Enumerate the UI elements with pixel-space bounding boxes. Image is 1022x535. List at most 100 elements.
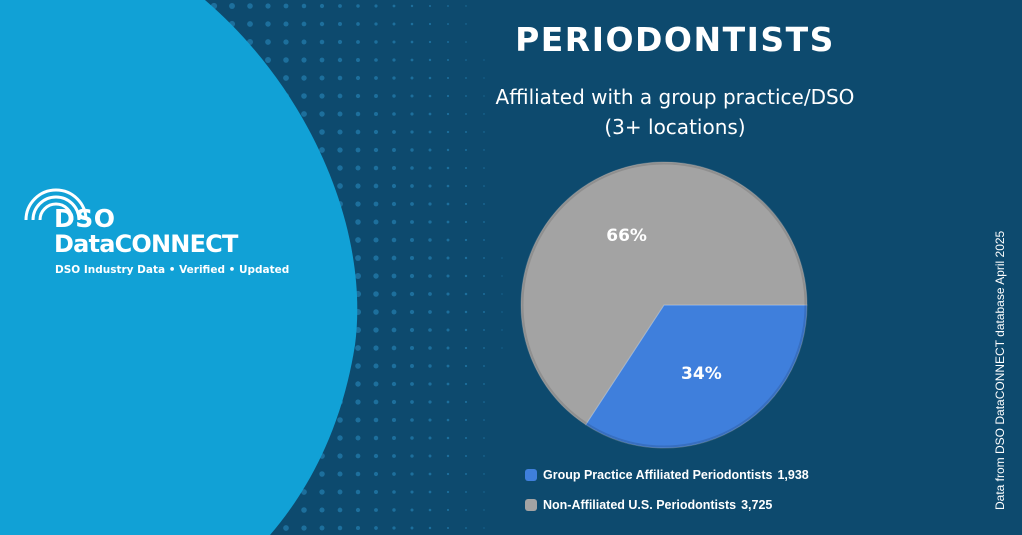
- halftone-dot: [355, 237, 361, 243]
- halftone-dot: [410, 238, 414, 242]
- halftone-dot: [392, 490, 396, 494]
- halftone-dot: [428, 202, 432, 206]
- halftone-dot: [464, 292, 468, 296]
- halftone-dot: [283, 525, 289, 531]
- source-note: Data from DSO DataCONNECT database April…: [993, 230, 1007, 510]
- halftone-dot: [483, 473, 485, 475]
- halftone-dot: [483, 347, 485, 349]
- halftone-dot: [428, 58, 432, 62]
- halftone-dot: [283, 75, 289, 81]
- halftone-dot: [410, 130, 414, 134]
- halftone-dot: [483, 275, 485, 277]
- halftone-dot: [446, 508, 450, 512]
- halftone-dot: [410, 490, 414, 494]
- halftone-dot: [410, 148, 414, 152]
- logo-text-dso: DSO: [54, 204, 116, 233]
- halftone-dot: [501, 347, 503, 349]
- halftone-dot: [483, 329, 485, 331]
- halftone-dot: [428, 400, 432, 404]
- pie-slice-non-affiliated: [520, 161, 808, 426]
- halftone-dot: [428, 454, 432, 458]
- halftone-dot: [410, 472, 414, 476]
- halftone-dot: [391, 417, 397, 423]
- halftone-dot: [409, 255, 415, 261]
- halftone-dot: [446, 220, 450, 224]
- halftone-dot: [483, 401, 485, 403]
- halftone-dot: [464, 166, 468, 170]
- halftone-dot: [446, 454, 450, 458]
- halftone-dot: [428, 292, 432, 296]
- halftone-dot: [391, 291, 397, 297]
- halftone-dot: [373, 399, 379, 405]
- legend-item-non-affiliated: Non-Affiliated U.S. Periodontists 3,725: [525, 490, 809, 520]
- halftone-dot: [338, 4, 342, 8]
- halftone-dot: [410, 364, 414, 368]
- halftone-dot: [337, 417, 343, 423]
- halftone-dot: [392, 112, 396, 116]
- legend-count-non-affiliated: 3,725: [741, 498, 773, 512]
- halftone-dot: [446, 526, 450, 530]
- halftone-dot: [428, 112, 432, 116]
- halftone-dot: [373, 219, 379, 225]
- halftone-dot: [373, 111, 379, 117]
- halftone-dot: [410, 454, 414, 458]
- halftone-dot: [391, 381, 397, 387]
- halftone-dot: [391, 309, 397, 315]
- halftone-dot: [355, 453, 361, 459]
- chart-legend: Group Practice Affiliated Periodontists …: [525, 460, 809, 520]
- halftone-dot: [355, 363, 361, 369]
- halftone-dot: [446, 184, 450, 188]
- halftone-dot: [465, 131, 467, 133]
- halftone-dot: [428, 238, 432, 242]
- halftone-dot: [373, 165, 379, 171]
- halftone-dot: [355, 129, 361, 135]
- halftone-dot: [464, 400, 468, 404]
- halftone-dot: [501, 293, 503, 295]
- halftone-dot: [355, 273, 361, 279]
- halftone-dot: [428, 148, 432, 152]
- halftone-dot: [373, 291, 379, 297]
- halftone-dot: [391, 363, 397, 369]
- halftone-dot: [465, 5, 467, 7]
- halftone-dot: [392, 148, 396, 152]
- halftone-dot: [465, 491, 467, 493]
- halftone-dot: [374, 22, 378, 26]
- halftone-dot: [409, 327, 415, 333]
- halftone-dot: [464, 238, 468, 242]
- halftone-dot: [446, 436, 450, 440]
- halftone-dot: [410, 58, 414, 62]
- halftone-dot: [373, 435, 379, 441]
- halftone-dot: [337, 525, 343, 531]
- halftone-dot: [283, 21, 289, 27]
- halftone-dot: [501, 311, 503, 313]
- halftone-dot: [373, 255, 379, 261]
- halftone-dot: [410, 382, 414, 386]
- halftone-dot: [501, 275, 503, 277]
- halftone-dot: [265, 39, 271, 45]
- halftone-dot: [355, 219, 361, 225]
- halftone-dot: [355, 255, 361, 261]
- halftone-dot: [337, 111, 343, 117]
- halftone-dot: [319, 93, 325, 99]
- halftone-dot: [301, 57, 307, 63]
- halftone-dot: [428, 364, 432, 368]
- halftone-dot: [265, 57, 271, 63]
- halftone-dot: [483, 149, 485, 151]
- halftone-dot: [337, 507, 343, 513]
- halftone-dot: [465, 149, 467, 151]
- halftone-dot: [391, 219, 397, 225]
- halftone-dot: [428, 274, 432, 278]
- halftone-dot: [465, 473, 467, 475]
- halftone-dot: [464, 274, 468, 278]
- halftone-dot: [501, 257, 503, 259]
- halftone-dot: [464, 364, 468, 368]
- halftone-dot: [391, 399, 397, 405]
- halftone-dot: [337, 453, 343, 459]
- halftone-dot: [464, 256, 468, 260]
- halftone-dot: [464, 346, 468, 350]
- halftone-dot: [464, 220, 468, 224]
- halftone-dot: [483, 131, 485, 133]
- halftone-dot: [355, 147, 361, 153]
- halftone-dot: [410, 184, 414, 188]
- halftone-dot: [319, 507, 325, 513]
